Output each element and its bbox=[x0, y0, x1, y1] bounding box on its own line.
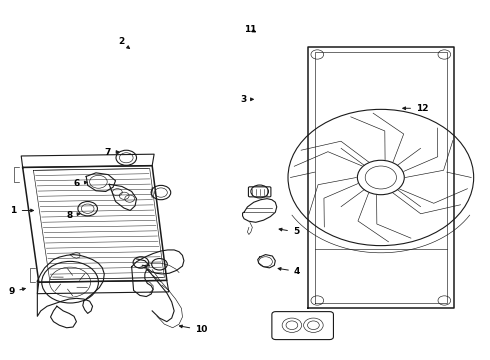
Text: 10: 10 bbox=[179, 325, 208, 334]
Text: 6: 6 bbox=[73, 179, 87, 188]
Text: 12: 12 bbox=[403, 104, 429, 113]
Text: 7: 7 bbox=[104, 148, 119, 157]
Text: 1: 1 bbox=[10, 206, 33, 215]
Text: 2: 2 bbox=[118, 37, 130, 49]
Text: 9: 9 bbox=[8, 287, 25, 296]
Text: 11: 11 bbox=[244, 25, 257, 34]
Text: 8: 8 bbox=[66, 211, 80, 220]
Text: 3: 3 bbox=[240, 95, 253, 104]
Text: 5: 5 bbox=[279, 228, 299, 237]
Text: 4: 4 bbox=[278, 267, 300, 276]
